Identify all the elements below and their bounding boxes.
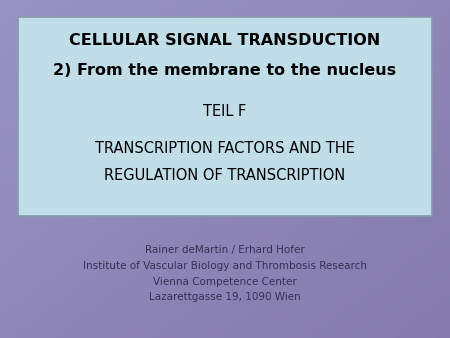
Text: CELLULAR SIGNAL TRANSDUCTION: CELLULAR SIGNAL TRANSDUCTION <box>69 33 381 48</box>
Text: TEIL F: TEIL F <box>203 104 247 119</box>
Text: REGULATION OF TRANSCRIPTION: REGULATION OF TRANSCRIPTION <box>104 168 346 183</box>
Text: Rainer deMartin / Erhard Hofer
Institute of Vascular Biology and Thrombosis Rese: Rainer deMartin / Erhard Hofer Institute… <box>83 245 367 302</box>
FancyBboxPatch shape <box>18 17 432 216</box>
Text: 2) From the membrane to the nucleus: 2) From the membrane to the nucleus <box>54 64 396 78</box>
Text: TRANSCRIPTION FACTORS AND THE: TRANSCRIPTION FACTORS AND THE <box>95 141 355 156</box>
